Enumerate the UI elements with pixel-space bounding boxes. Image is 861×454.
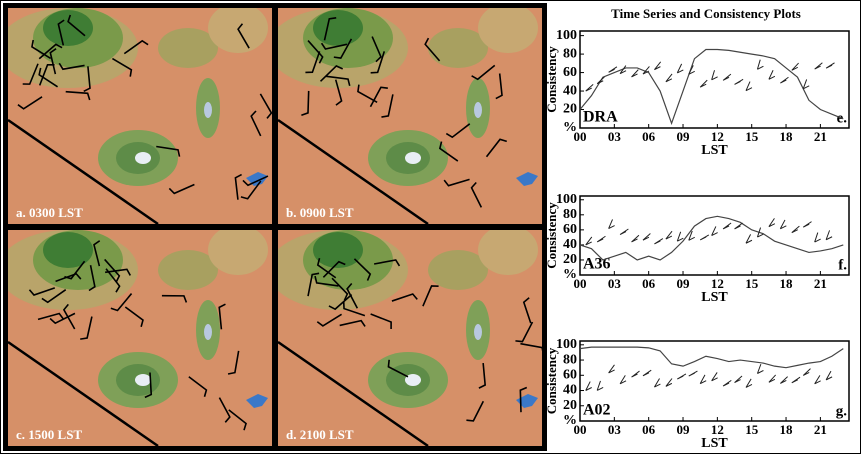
panel-label: g. (836, 403, 848, 419)
x-tick-label: 09 (677, 276, 691, 291)
map-panel: c. 1500 LST (0, 225, 272, 446)
x-tick-label: 03 (608, 276, 622, 291)
y-tick-label: 60 (563, 222, 577, 237)
x-tick-label: 09 (677, 422, 691, 437)
map-content (268, 225, 543, 446)
map-content (0, 225, 272, 446)
x-tick-label: 12 (711, 422, 724, 437)
x-tick-label: 15 (745, 276, 759, 291)
y-tick-label: 80 (563, 46, 577, 61)
x-tick-label: 03 (608, 422, 622, 437)
x-tick-label: 12 (711, 276, 724, 291)
y-tick-label: 40 (563, 383, 577, 398)
x-tick-label: 00 (574, 276, 587, 291)
y-tick-label: 100 (556, 28, 577, 43)
snow (474, 324, 482, 340)
map-panel: a. 0300 LST (0, 3, 272, 224)
terrain-patch (313, 10, 363, 46)
terrain-patch (478, 3, 538, 53)
x-tick-label: 03 (608, 129, 622, 144)
map-label: c. 1500 LST (16, 427, 82, 442)
terrain-patch (43, 10, 93, 46)
map-label: d. 2100 LST (286, 427, 354, 442)
x-axis-label: LST (701, 290, 728, 305)
terrain-patch (208, 3, 268, 53)
y-tick-label: 100 (556, 192, 577, 207)
y-axis-label: Consistency (544, 46, 559, 113)
map-label: b. 0900 LST (286, 205, 354, 220)
map-content (0, 3, 272, 224)
y-tick-label: 100 (556, 337, 577, 352)
y-tick-label: 80 (563, 352, 577, 367)
snow (204, 102, 212, 118)
figure-title: Time Series and Consistency Plots (611, 6, 801, 21)
x-axis-label: LST (701, 143, 728, 158)
map-content (268, 3, 542, 224)
panel-label: f. (838, 257, 847, 273)
x-tick-label: 18 (780, 276, 794, 291)
x-tick-label: 12 (711, 129, 724, 144)
y-tick-label: 40 (563, 237, 577, 252)
terrain-patch (208, 225, 268, 275)
x-tick-label: 15 (745, 422, 759, 437)
y-axis-label: Consistency (544, 202, 559, 269)
x-axis-label: LST (701, 436, 728, 451)
station-label: DRA (583, 109, 618, 126)
y-axis-label: Consistency (544, 347, 559, 414)
x-tick-label: 18 (780, 422, 794, 437)
x-tick-label: 06 (642, 276, 656, 291)
x-tick-label: 06 (642, 422, 656, 437)
snow (474, 102, 482, 118)
y-tick-label: 60 (563, 65, 577, 80)
x-tick-label: 21 (814, 422, 827, 437)
y-tick-label: 60 (563, 368, 577, 383)
x-tick-label: 00 (574, 422, 587, 437)
x-tick-label: 06 (642, 129, 656, 144)
terrain-patch (478, 225, 538, 275)
x-tick-label: 15 (745, 129, 759, 144)
station-label: A02 (583, 402, 611, 419)
y-tick-label: 20 (563, 102, 577, 117)
x-tick-label: 00 (574, 129, 587, 144)
map-label: a. 0300 LST (16, 205, 83, 220)
map-panel: b. 0900 LST (268, 3, 542, 224)
figure: Time Series and Consistency Plots a. 030… (0, 0, 861, 454)
y-tick-label: 80 (563, 207, 577, 222)
snow (135, 152, 151, 164)
x-tick-label: 18 (780, 129, 794, 144)
y-tick-label: 20 (563, 398, 577, 413)
x-tick-label: 21 (814, 276, 827, 291)
snow (135, 374, 151, 386)
snow (204, 324, 212, 340)
map-panel: d. 2100 LST (268, 225, 543, 446)
x-tick-label: 09 (677, 129, 691, 144)
y-tick-label: 40 (563, 83, 577, 98)
terrain-patch (43, 232, 93, 268)
x-tick-label: 21 (814, 129, 827, 144)
snow (405, 152, 421, 164)
y-tick-label: 20 (563, 252, 577, 267)
